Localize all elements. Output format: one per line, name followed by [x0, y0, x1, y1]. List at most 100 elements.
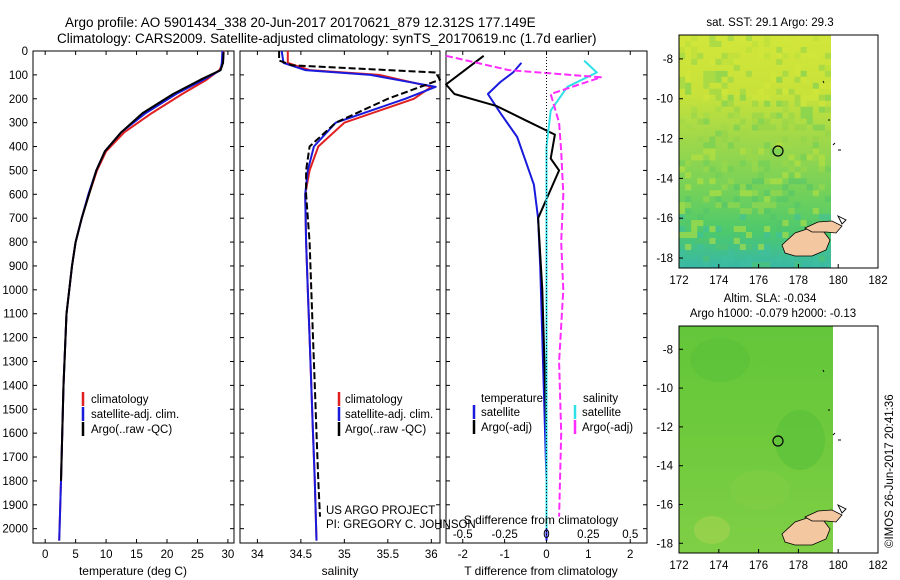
sst-pixel [733, 184, 740, 191]
sst-pixel [776, 220, 783, 227]
sst-pixel [679, 166, 686, 173]
sst-pixel [782, 106, 789, 113]
sst-map [678, 34, 879, 269]
sst-no-data [831, 35, 878, 268]
sst-pixel [697, 214, 704, 221]
legend-temp-title: temperature [481, 393, 543, 405]
sst-pixel [739, 214, 746, 221]
sst-pixel [727, 94, 734, 101]
sst-pixel [812, 124, 819, 131]
depth-tick-label: 1800 [2, 476, 28, 488]
sst-pixel [782, 172, 789, 179]
sst-pixel [764, 52, 771, 59]
salinity-axes [239, 50, 441, 544]
sla-map-frame [678, 325, 879, 554]
sst-pixel [697, 52, 704, 59]
depth-tick-label: 300 [9, 118, 28, 130]
sst-pixel [812, 190, 819, 197]
sst-map-ticks: 172 174 176 178 180 182 -8 -10 -12 -14 -16 -18 [656, 54, 887, 287]
sst-pixel [818, 64, 825, 71]
sla-lat-label: -16 [656, 499, 673, 511]
sst-pixel [685, 232, 692, 239]
sst-pixel [770, 124, 777, 131]
sst-pixel [818, 166, 825, 173]
sst-pixel [709, 154, 716, 161]
sst-pixel [709, 166, 716, 173]
difference-xlabel: T difference from climatology [464, 564, 618, 578]
sst-pixel [788, 88, 795, 95]
sst-pixel [782, 196, 789, 203]
sst-lon-label: 176 [749, 275, 768, 287]
sst-pixel [745, 46, 752, 53]
diff-x-tick-label: 0 [543, 549, 549, 561]
sst-pixel [739, 130, 746, 137]
temp-x-tick-label: 20 [161, 549, 174, 561]
sst-pixel [770, 70, 777, 77]
sst-pixel [776, 88, 783, 95]
sst-pixel [751, 166, 759, 173]
sst-pixel [733, 237, 740, 244]
depth-tick-label: 1500 [2, 404, 28, 416]
sst-pixel [800, 76, 807, 83]
sst-pixel-texture [679, 35, 832, 268]
temperature-axes [32, 50, 235, 544]
sst-pixel [733, 106, 740, 113]
sst-pixel [782, 184, 789, 191]
sst-pixel [764, 82, 771, 89]
sst-pixel [800, 46, 807, 53]
sst-pixel [794, 35, 801, 41]
sst-pixel [703, 166, 710, 173]
sst-pixel [794, 202, 801, 209]
sst-pixel [824, 70, 832, 77]
sst-pixel [691, 58, 698, 65]
sst-pixel [764, 35, 771, 41]
sst-pixel [685, 220, 692, 227]
sst-pixel [745, 255, 752, 262]
sst-pixel [782, 220, 789, 227]
sst-pixel [800, 52, 807, 59]
sst-pixel [697, 154, 704, 161]
sst-pixel [776, 100, 783, 107]
sst-pixel [721, 166, 728, 173]
sst-lon-label: 182 [868, 275, 887, 287]
sst-lon-label: 180 [829, 275, 848, 287]
sst-pixel [679, 208, 686, 215]
sst-pixel [709, 226, 716, 233]
sst-pixel [824, 94, 832, 101]
sst-pixel [715, 172, 722, 179]
sst-pixel [764, 261, 771, 268]
sst-pixel [727, 100, 734, 107]
sst-pixel [824, 249, 832, 256]
sst-pixel [764, 160, 771, 167]
sal-x-tick-label: 36 [425, 549, 438, 561]
sst-pixel [709, 40, 716, 47]
sst-pixel [703, 70, 710, 77]
sst-pixel [691, 220, 698, 227]
sst-pixel [727, 202, 734, 209]
sst-pixel [739, 35, 746, 41]
sst-pixel [806, 220, 813, 227]
sal-x-tick-label: 35 [338, 549, 351, 561]
sst-pixel [739, 208, 746, 215]
sst-pixel [745, 184, 752, 191]
sst-pixel [818, 94, 825, 101]
legend-sal-argo: Argo(-adj) [582, 422, 633, 434]
sst-pixel [794, 261, 801, 268]
sst-pixel [739, 184, 746, 191]
sst-pixel [697, 232, 704, 239]
sst-pixel [733, 112, 740, 119]
diff-top-tick-label: 0.5 [622, 529, 638, 541]
depth-tick-label: 1200 [2, 333, 28, 345]
sst-pixel [806, 52, 813, 59]
sal-series-satellite [280, 50, 437, 541]
sst-pixel [685, 243, 692, 250]
sst-pixel [697, 220, 704, 227]
sst-pixel [800, 94, 807, 101]
sst-pixel [709, 136, 716, 143]
sst-pixel [733, 124, 740, 131]
sst-pixel [764, 190, 771, 197]
sst-pixel [739, 88, 746, 95]
sst-pixel [745, 70, 752, 77]
sst-pixel [776, 58, 783, 65]
sst-pixel [715, 190, 722, 197]
